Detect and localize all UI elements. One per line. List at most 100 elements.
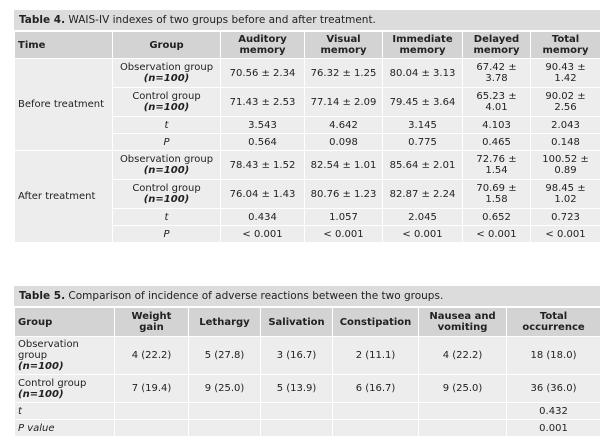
value-cell: 4 (22.2) (114, 336, 189, 375)
value-cell: 4.103 (462, 116, 531, 134)
table-4-caption: Table 4. WAIS-IV indexes of two groups b… (14, 10, 600, 31)
value-cell (114, 419, 189, 437)
header-cell: Nausea and vomiting (418, 307, 507, 337)
table-row: P value 0.001 (14, 419, 601, 437)
value-cell: 3.145 (382, 116, 463, 134)
value-cell (418, 419, 507, 437)
value-cell: 36 (36.0) (506, 374, 601, 403)
value-cell: 70.69 ± 1.58 (462, 179, 531, 209)
table-5-caption: Table 5. Comparison of incidence of adve… (14, 286, 600, 307)
value-cell: 98.45 ± 1.02 (530, 179, 601, 209)
value-cell (332, 419, 419, 437)
value-cell: 100.52 ± 0.89 (530, 150, 601, 180)
group-cell: Observation group (n=100) (14, 336, 115, 375)
value-cell (418, 402, 507, 420)
group-n: (n=100) (18, 388, 64, 400)
value-cell: 5 (13.9) (260, 374, 333, 403)
value-cell: 80.04 ± 3.13 (382, 58, 463, 88)
value-cell: < 0.001 (462, 225, 531, 243)
value-cell (114, 402, 189, 420)
table-row: Before treatment Observation group (n=100… (14, 58, 601, 151)
header-cell: Time (14, 31, 113, 59)
value-cell: 0.465 (462, 133, 531, 151)
table-5-caption-label: Table 5. (19, 290, 66, 302)
header-cell: Visual memory (304, 31, 383, 59)
stat-label-cell: t (112, 116, 221, 134)
header-cell: Group (112, 31, 221, 59)
group-cell: Observation group (n=100) (112, 150, 221, 180)
value-cell: 2.045 (382, 208, 463, 226)
value-cell: 80.76 ± 1.23 (304, 179, 383, 209)
value-cell: 0.432 (506, 402, 601, 420)
value-cell: 0.723 (530, 208, 601, 226)
value-cell: 0.564 (220, 133, 305, 151)
stat-label-cell: P (112, 133, 221, 151)
group-n: (n=100) (143, 102, 190, 113)
stat-label-cell: t (14, 402, 115, 420)
table-row: t 0.432 (14, 402, 601, 420)
value-cell: 65.23 ± 4.01 (462, 87, 531, 117)
header-cell: Total memory (530, 31, 601, 59)
value-cell: 0.001 (506, 419, 601, 437)
value-cell: 1.057 (304, 208, 383, 226)
stat-label-cell: t (112, 208, 221, 226)
value-cell (188, 402, 261, 420)
value-cell: 3 (16.7) (260, 336, 333, 375)
table-row: P 0.564 0.098 0.775 0.465 0.148 (15, 133, 601, 151)
table-5-header-row: Group Weight gain Lethargy Salivation Co… (14, 307, 601, 337)
value-cell: 76.32 ± 1.25 (304, 58, 383, 88)
value-cell: 0.148 (530, 133, 601, 151)
value-cell: 78.43 ± 1.52 (220, 150, 305, 180)
table-4-grid: Time Group Auditory memory Visual memory… (14, 31, 601, 243)
table-row: P < 0.001 < 0.001 < 0.001 < 0.001 < 0.00… (15, 225, 601, 243)
table-row: Control group (n=100) 71.43 ± 2.53 77.14 … (15, 87, 601, 117)
value-cell (260, 402, 333, 420)
table-5-grid: Group Weight gain Lethargy Salivation Co… (14, 307, 601, 437)
value-cell: 9 (25.0) (188, 374, 261, 403)
group-cell: Observation group (n=100) (112, 58, 221, 88)
value-cell: 4 (22.2) (418, 336, 507, 375)
value-cell: 4.642 (304, 116, 383, 134)
value-cell: 6 (16.7) (332, 374, 419, 403)
group-name: Observation group (18, 339, 79, 361)
table-5-caption-text: Comparison of incidence of adverse react… (65, 290, 444, 302)
group-cell: Control group (n=100) (14, 374, 115, 403)
header-cell: Weight gain (114, 307, 189, 337)
value-cell: 5 (27.8) (188, 336, 261, 375)
group-cell: Control group (n=100) (112, 87, 221, 117)
header-cell: Auditory memory (220, 31, 305, 59)
group-name: Control group (18, 377, 87, 389)
value-cell: 0.434 (220, 208, 305, 226)
table-row: Control group (n=100) 7 (19.4) 9 (25.0) 5… (14, 374, 601, 403)
value-cell: 0.652 (462, 208, 531, 226)
group-n: (n=100) (18, 361, 64, 372)
table-row: Control group (n=100) 76.04 ± 1.43 80.76 … (15, 179, 601, 209)
header-cell: Lethargy (188, 307, 261, 337)
value-cell (188, 419, 261, 437)
value-cell: < 0.001 (382, 225, 463, 243)
table-4-caption-text: WAIS-IV indexes of two groups before and… (65, 14, 376, 26)
group-name: Control group (132, 91, 201, 102)
value-cell: 2 (11.1) (332, 336, 419, 375)
table-row: After treatment Observation group (n=100)… (14, 150, 601, 243)
table-row: Observation group (n=100) 4 (22.2) 5 (27.… (14, 336, 601, 375)
value-cell: 90.43 ± 1.42 (530, 58, 601, 88)
group-name: Observation group (119, 62, 214, 73)
value-cell: < 0.001 (220, 225, 305, 243)
header-cell: Salivation (260, 307, 333, 337)
table-4: Table 4. WAIS-IV indexes of two groups b… (14, 10, 601, 243)
group-name: Control group (132, 183, 201, 194)
group-name: Observation group (119, 154, 214, 165)
value-cell: 77.14 ± 2.09 (304, 87, 383, 117)
value-cell: 90.02 ± 2.56 (530, 87, 601, 117)
value-cell: 82.87 ± 2.24 (382, 179, 463, 209)
value-cell: 0.098 (304, 133, 383, 151)
header-cell: Group (14, 307, 115, 337)
value-cell: 79.45 ± 3.64 (382, 87, 463, 117)
value-cell: 82.54 ± 1.01 (304, 150, 383, 180)
time-cell: After treatment (14, 150, 113, 243)
value-cell: 3.543 (220, 116, 305, 134)
value-cell: 2.043 (530, 116, 601, 134)
group-n: (n=100) (143, 165, 190, 176)
value-cell: < 0.001 (304, 225, 383, 243)
